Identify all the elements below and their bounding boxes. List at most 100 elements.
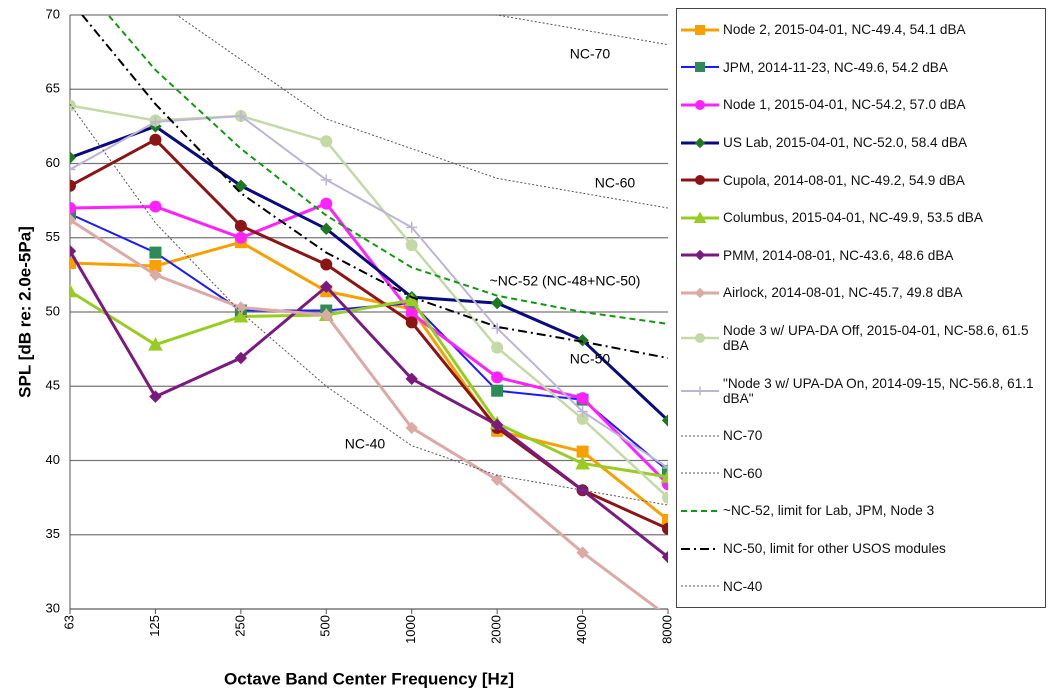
legend-marker (693, 211, 707, 223)
legend-item: NC-70 (677, 428, 1045, 443)
x-axis-title: Octave Band Center Frequency [Hz] (224, 669, 514, 688)
legend-label: Node 2, 2015-04-01, NC-49.4, 54.1 dBA (723, 22, 966, 38)
legend-marker (695, 333, 705, 344)
x-tick-label: 4000 (574, 615, 589, 644)
data-point (490, 473, 504, 487)
data-point (320, 308, 333, 322)
legend-item: Airlock, 2014-08-01, NC-45.7, 49.8 dBA (677, 285, 1045, 300)
legend-label: Node 1, 2015-04-01, NC-54.2, 57.0 dBA (723, 97, 966, 113)
legend-swatch (681, 99, 719, 110)
legend-item: JPM, 2014-11-23, NC-49.6, 54.2 dBA (677, 60, 1045, 75)
y-tick-label: 55 (46, 229, 60, 244)
legend-label: Cupola, 2014-08-01, NC-49.2, 54.9 dBA (723, 172, 965, 188)
legend-label: NC-60 (723, 465, 763, 481)
data-point (660, 469, 668, 483)
data-point (490, 418, 504, 432)
data-point (70, 163, 76, 175)
data-point (320, 197, 333, 210)
series-line (70, 114, 668, 469)
legend-item: US Lab, 2015-04-01, NC-52.0, 58.4 dBA (677, 135, 1045, 150)
series-line (70, 218, 661, 609)
legend-marker (695, 62, 705, 73)
legend-item: PMM, 2014-08-01, NC-43.6, 48.6 dBA (677, 248, 1045, 263)
legend-swatch (681, 24, 719, 35)
y-tick-label: 70 (46, 6, 60, 21)
data-point (320, 135, 333, 148)
data-point (70, 202, 76, 215)
data-point (234, 219, 247, 232)
annotation: NC-60 (595, 175, 636, 191)
x-tick-label: 125 (147, 615, 162, 637)
x-tick-label: 2000 (489, 615, 504, 644)
data-point (234, 231, 247, 244)
legend-item: "Node 3 w/ UPA-DA On, 2014-09-15, NC-56.… (677, 376, 1045, 406)
y-tick-label: 45 (46, 378, 60, 393)
annotation: NC-40 (345, 436, 386, 452)
data-point (576, 445, 589, 458)
legend-swatch (681, 435, 719, 437)
legend-swatch (681, 585, 719, 587)
data-point (149, 133, 162, 146)
legend-label: Airlock, 2014-08-01, NC-45.7, 49.8 dBA (723, 285, 963, 301)
x-tick-label: 1000 (403, 615, 418, 644)
x-tick-label: 250 (232, 615, 247, 637)
data-point (235, 110, 247, 122)
y-tick-label: 35 (46, 526, 60, 541)
data-point (70, 179, 76, 192)
series-line (106, 15, 668, 325)
data-point (405, 421, 418, 435)
legend-item: NC-60 (677, 466, 1045, 481)
data-point (149, 116, 161, 128)
series-line (70, 103, 668, 506)
data-point (662, 464, 668, 477)
legend-swatch (681, 333, 719, 344)
data-point (70, 283, 78, 298)
data-point (576, 546, 589, 559)
data-point (405, 239, 418, 252)
data-point (149, 200, 162, 213)
legend-item: Node 3 w/ UPA-DA Off, 2015-04-01, NC-58.… (677, 323, 1045, 353)
legend-marker (695, 24, 705, 35)
data-point (575, 455, 590, 470)
legend-label: NC-70 (723, 428, 763, 444)
data-point (320, 174, 332, 186)
data-point (70, 207, 76, 220)
data-point (149, 246, 162, 259)
data-point (662, 522, 668, 535)
legend-item: ~NC-52, limit for Lab, JPM, Node 3 (677, 503, 1045, 518)
legend-swatch (681, 509, 719, 512)
legend-label: NC-50, limit for other USOS modules (723, 541, 946, 557)
legend-item: NC-50, limit for other USOS modules (677, 541, 1045, 556)
data-point (70, 213, 77, 227)
series-line (70, 201, 668, 486)
legend-marker (694, 250, 706, 261)
data-point (148, 337, 163, 351)
x-tick-label: 8000 (659, 615, 674, 644)
x-tick-label: 63 (61, 615, 76, 629)
legend-label: JPM, 2014-11-23, NC-49.6, 54.2 dBA (723, 59, 948, 75)
legend-label: ~NC-52, limit for Lab, JPM, Node 3 (723, 503, 935, 519)
legend-marker (694, 287, 706, 299)
series-line (70, 289, 668, 479)
series-line (80, 15, 668, 360)
data-point (320, 258, 333, 271)
legend-swatch (681, 287, 719, 299)
y-tick-label: 30 (46, 600, 60, 615)
data-point (491, 384, 504, 397)
legend-label: NC-40 (723, 578, 763, 594)
data-point (405, 316, 418, 329)
series-line (70, 250, 668, 559)
data-point (661, 550, 668, 564)
legend-swatch (681, 211, 719, 223)
data-point (320, 222, 333, 236)
legend-swatch (681, 472, 719, 474)
legend-marker (695, 99, 705, 110)
data-point (149, 390, 162, 403)
data-point (70, 151, 77, 164)
legend-item: Columbus, 2015-04-01, NC-49.9, 53.5 dBA (677, 210, 1045, 225)
legend-label: Columbus, 2015-04-01, NC-49.9, 53.5 dBA (723, 210, 983, 226)
y-axis-title: SPL [dB re: 2.0e-5Pa] (15, 226, 34, 398)
data-point (577, 405, 589, 417)
data-point (576, 334, 589, 347)
legend-item: Cupola, 2014-08-01, NC-49.2, 54.9 dBA (677, 173, 1045, 188)
